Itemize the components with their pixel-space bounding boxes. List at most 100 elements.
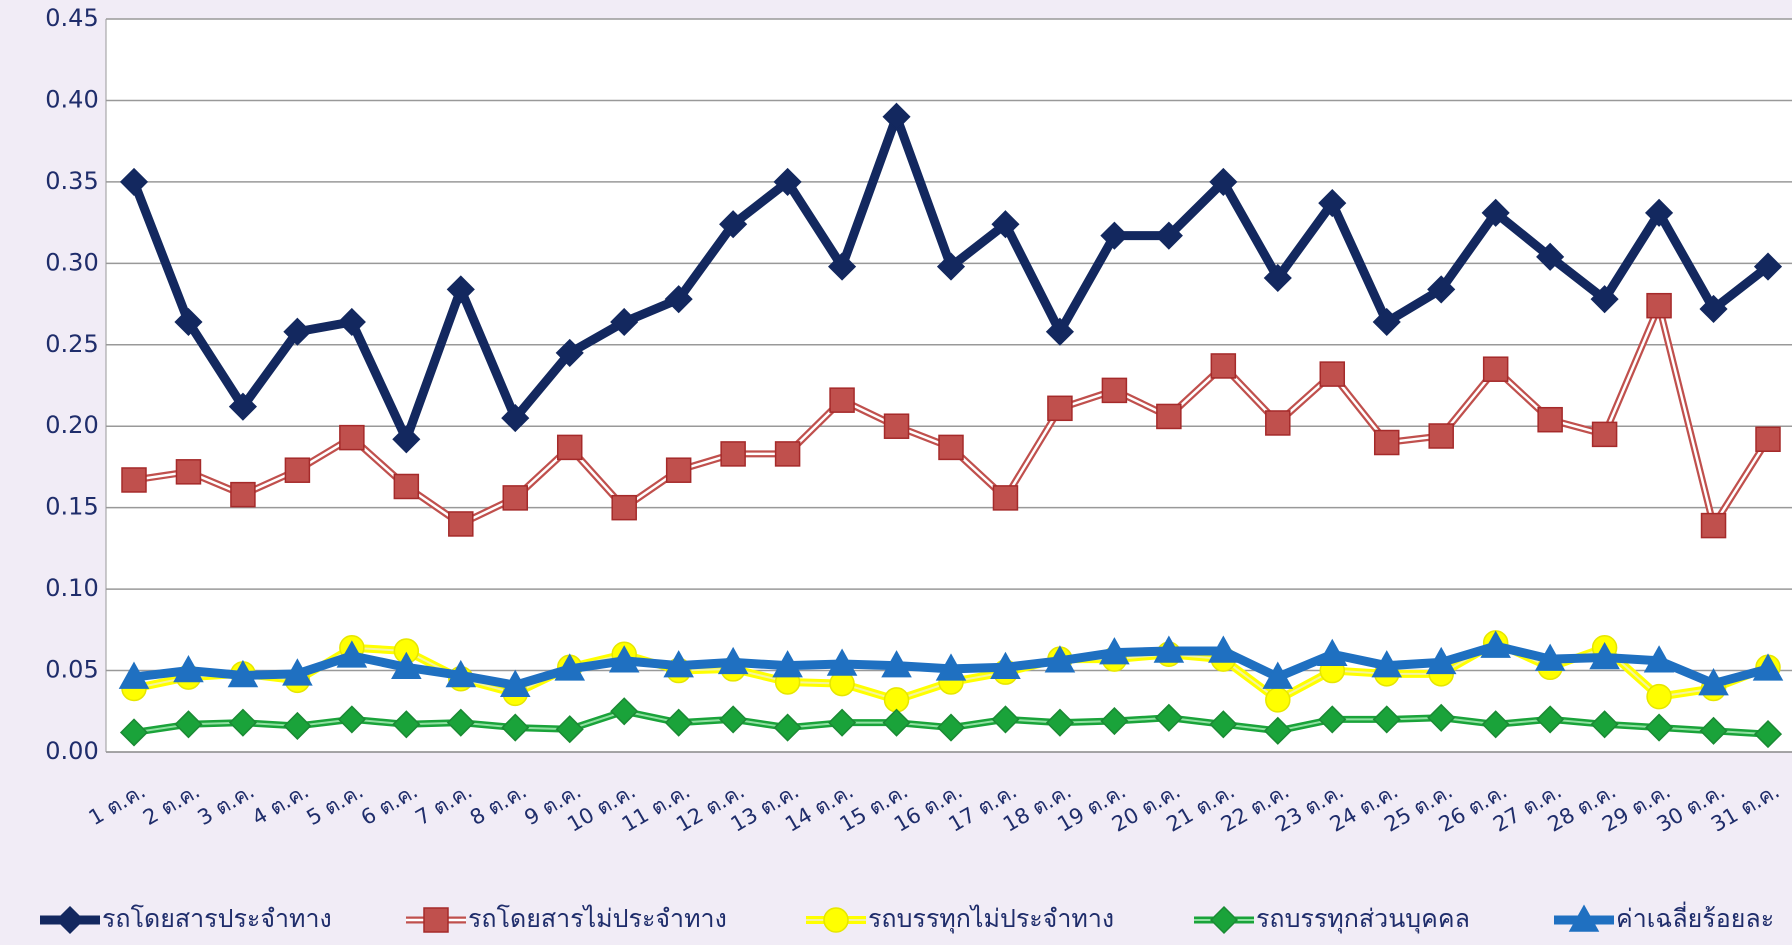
marker xyxy=(829,387,855,413)
marker xyxy=(1568,904,1600,932)
marker xyxy=(990,651,1021,680)
marker xyxy=(391,651,422,680)
marker xyxy=(717,646,749,675)
marker xyxy=(936,252,966,281)
marker xyxy=(881,650,912,678)
marker xyxy=(1425,646,1457,675)
marker xyxy=(1371,650,1403,678)
marker xyxy=(991,705,1020,734)
marker xyxy=(283,711,312,740)
marker xyxy=(1263,263,1292,293)
marker xyxy=(1210,353,1237,379)
marker xyxy=(1209,167,1238,196)
marker xyxy=(1100,706,1129,736)
y-tick-label: 0.00 xyxy=(45,737,98,765)
marker xyxy=(118,661,150,689)
marker xyxy=(555,338,584,367)
marker xyxy=(121,467,147,493)
marker xyxy=(1590,285,1619,314)
marker xyxy=(1045,317,1074,346)
marker xyxy=(883,413,910,439)
marker xyxy=(991,210,1020,239)
marker xyxy=(230,481,256,508)
legend-item: รถบรรทุกไม่ประจำทาง xyxy=(806,904,1114,934)
marker xyxy=(882,708,911,737)
marker xyxy=(1753,720,1783,749)
marker xyxy=(1099,637,1130,665)
y-tick-label: 0.45 xyxy=(45,4,98,32)
marker xyxy=(1372,705,1401,734)
marker xyxy=(828,252,857,281)
marker xyxy=(1265,687,1291,713)
marker xyxy=(1209,905,1239,935)
marker xyxy=(119,167,149,196)
marker xyxy=(719,705,748,734)
y-tick-label: 0.30 xyxy=(45,248,98,276)
marker xyxy=(1699,294,1728,324)
y-tick-label: 0.35 xyxy=(45,167,98,195)
marker xyxy=(1536,705,1565,734)
y-tick-label: 0.40 xyxy=(45,85,98,113)
marker xyxy=(1427,703,1456,732)
marker xyxy=(1481,198,1510,227)
marker xyxy=(883,687,910,713)
marker xyxy=(611,494,637,521)
x-tick-label: 5 ต.ค. xyxy=(302,779,367,830)
marker xyxy=(555,715,584,744)
legend-label: รถบรรทุกไม่ประจำทาง xyxy=(868,904,1114,934)
marker xyxy=(1427,275,1456,304)
marker xyxy=(1643,645,1675,673)
marker xyxy=(174,307,203,337)
marker xyxy=(556,434,583,461)
marker xyxy=(1045,708,1074,737)
marker xyxy=(608,645,640,673)
legend-item: รถโดยสารประจำทาง xyxy=(40,904,332,935)
x-tick-label: 2 ต.ค. xyxy=(139,779,204,830)
marker xyxy=(1752,653,1784,681)
y-tick-label: 0.05 xyxy=(45,656,98,684)
x-tick-label: 6 ต.ค. xyxy=(357,779,422,830)
marker xyxy=(283,317,312,346)
marker xyxy=(1590,710,1619,739)
marker xyxy=(337,307,366,337)
marker xyxy=(1646,292,1672,319)
marker xyxy=(501,713,530,742)
marker xyxy=(446,708,475,737)
marker xyxy=(664,708,693,737)
marker xyxy=(284,457,311,483)
marker xyxy=(501,404,530,433)
marker xyxy=(1428,423,1454,449)
legend-label: รถโดยสารประจำทาง xyxy=(102,904,332,933)
marker xyxy=(1591,421,1618,448)
marker xyxy=(1154,221,1183,250)
marker xyxy=(1100,221,1129,250)
marker xyxy=(446,275,475,304)
marker xyxy=(282,658,313,686)
marker xyxy=(1372,307,1401,337)
legend-item: ค่าเฉลี่ยร้อยละ xyxy=(1554,901,1774,933)
marker xyxy=(720,441,746,467)
marker xyxy=(1700,512,1727,539)
marker xyxy=(228,392,257,421)
marker xyxy=(823,907,849,933)
marker xyxy=(1319,361,1346,387)
marker xyxy=(393,473,420,500)
marker xyxy=(119,718,149,747)
marker xyxy=(174,710,203,739)
marker xyxy=(175,459,202,485)
marker xyxy=(774,441,801,467)
marker xyxy=(1537,406,1563,433)
marker xyxy=(1480,630,1511,658)
marker xyxy=(773,167,802,196)
marker xyxy=(1263,716,1292,745)
marker xyxy=(1646,683,1672,710)
y-tick-label: 0.15 xyxy=(45,493,98,521)
marker xyxy=(1101,377,1128,404)
marker xyxy=(1534,643,1566,671)
marker xyxy=(992,485,1019,511)
x-tick-label: 7 ต.ค. xyxy=(411,779,476,830)
marker xyxy=(445,659,477,688)
legend-label: รถโดยสารไม่ประจำทาง xyxy=(468,904,727,933)
marker xyxy=(1047,395,1073,422)
